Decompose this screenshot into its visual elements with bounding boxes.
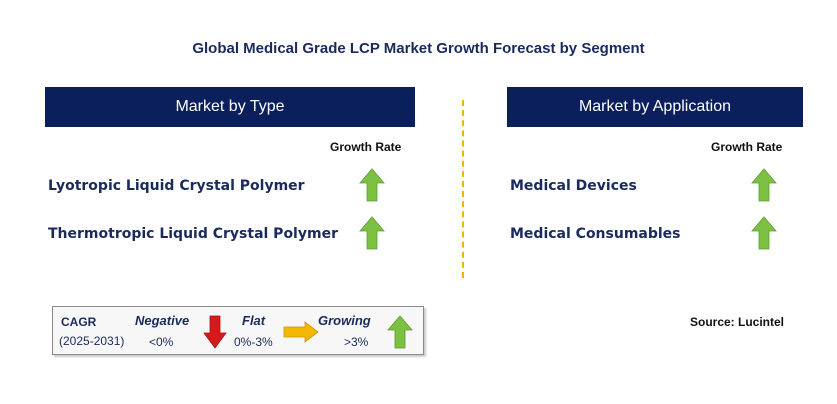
up-arrow-icon xyxy=(751,216,777,250)
up-arrow-icon xyxy=(359,168,385,202)
market-by-type-header: Market by Type xyxy=(45,87,415,127)
legend-period: (2025-2031) xyxy=(59,334,125,348)
application-row-medical-consumables-label: Medical Consumables xyxy=(510,226,681,242)
legend-growing-range: >3% xyxy=(344,335,369,349)
panel-divider xyxy=(462,100,464,278)
legend-flat-label: Flat xyxy=(242,313,266,328)
right-growth-rate-label: Growth Rate xyxy=(711,140,783,154)
left-growth-rate-label: Growth Rate xyxy=(330,140,402,154)
type-row-lyotropic-label: Lyotropic Liquid Crystal Polymer xyxy=(48,178,305,194)
up-arrow-icon xyxy=(359,216,385,250)
legend-growing-label: Growing xyxy=(318,313,371,328)
application-row-medical-devices-label: Medical Devices xyxy=(510,178,637,194)
up-arrow-icon xyxy=(751,168,777,202)
legend-negative-label: Negative xyxy=(135,313,190,328)
down-arrow-icon xyxy=(203,315,227,349)
legend-negative-range: <0% xyxy=(149,335,174,349)
legend-cagr-label: CAGR xyxy=(61,315,97,329)
market-by-application-header: Market by Application xyxy=(507,87,803,127)
cagr-legend: CAGR (2025-2031) Negative <0% Flat 0%-3%… xyxy=(52,306,424,355)
source-label: Source: Lucintel xyxy=(690,315,785,329)
right-arrow-icon xyxy=(283,321,319,343)
up-arrow-icon xyxy=(387,315,413,349)
chart-title: Global Medical Grade LCP Market Growth F… xyxy=(192,40,645,57)
type-row-thermotropic-label: Thermotropic Liquid Crystal Polymer xyxy=(48,226,338,242)
legend-flat-range: 0%-3% xyxy=(234,335,273,349)
